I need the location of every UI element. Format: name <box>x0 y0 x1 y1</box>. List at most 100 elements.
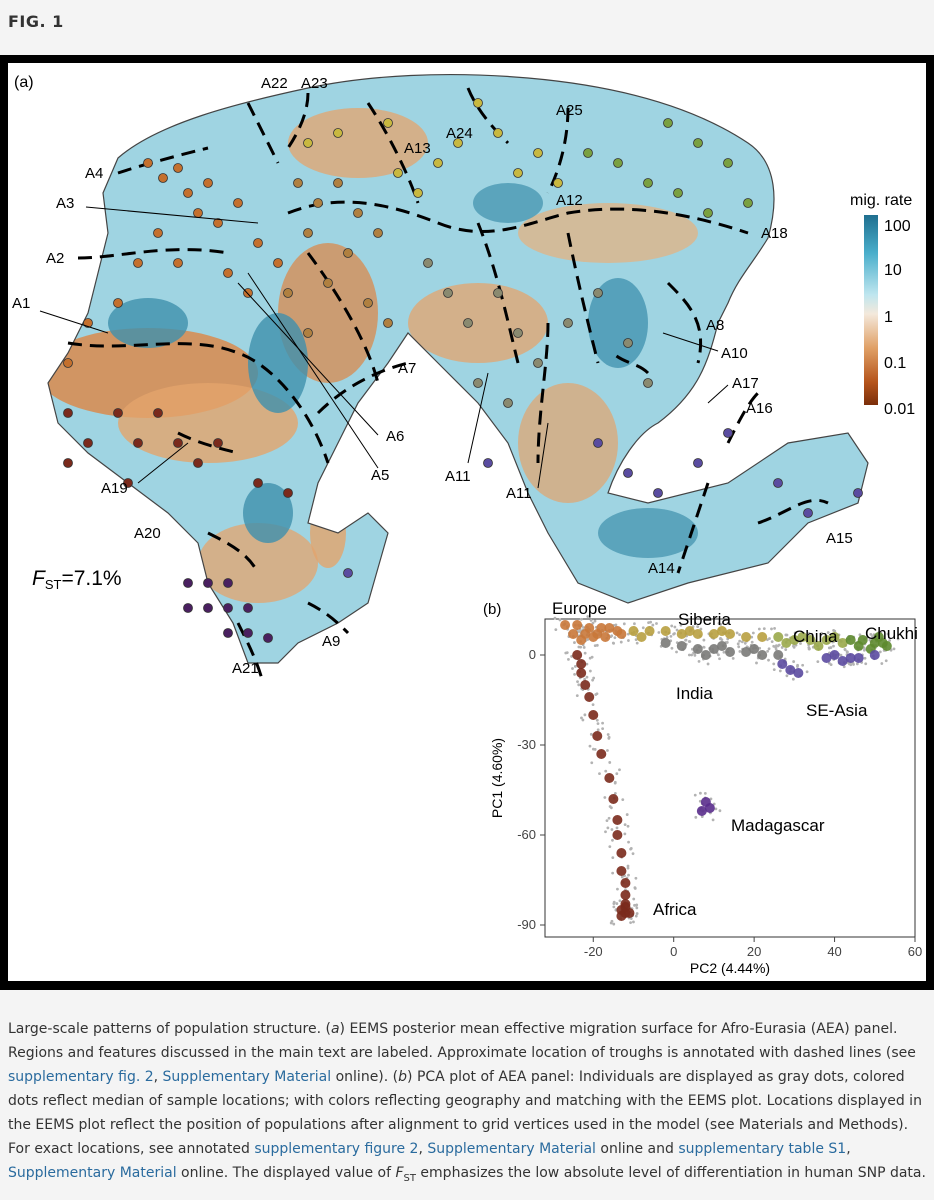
pca-individual-dot <box>634 876 638 880</box>
region-label: A6 <box>386 428 404 445</box>
pca-individual-dot <box>608 761 612 764</box>
pca-individual-dot <box>863 656 867 660</box>
pca-point-china <box>813 641 824 651</box>
pca-point-africa <box>616 848 627 858</box>
pca-point-se-asia <box>777 659 788 669</box>
eems-surface <box>47 73 869 664</box>
pca-y-ticks: 0 -30 -60 -90 <box>517 647 536 932</box>
panel-b-label: (b) <box>483 601 501 618</box>
pca-individual-dot <box>631 852 635 856</box>
supplementary-figure-2-link[interactable]: supplementary figure 2 <box>254 1141 419 1157</box>
region-label: A1 <box>12 295 30 312</box>
pca-point-siberia <box>716 626 727 636</box>
pca-annotation: India <box>676 684 713 703</box>
migration-patches <box>48 108 698 603</box>
pca-point-siberia <box>644 626 655 636</box>
supplementary-material-link[interactable]: Supplementary Material <box>162 1069 332 1085</box>
caption-subscript: ST <box>403 1172 416 1184</box>
pca-individual-dot <box>598 772 601 776</box>
pca-individual-dot <box>675 650 678 654</box>
pca-individual-dot <box>595 718 599 722</box>
pca-individual-dot <box>588 656 592 660</box>
pca-individual-dot <box>627 873 630 877</box>
caption-text: online and <box>595 1141 679 1157</box>
pca-individual-dot <box>615 826 619 830</box>
pca-individual-dot <box>573 672 576 676</box>
pca-individual-dot <box>612 900 616 904</box>
pca-individual-dot <box>613 791 617 795</box>
pca-individual-dot <box>772 644 776 648</box>
pca-individual-dot <box>767 658 770 662</box>
region-label: A7 <box>398 360 416 377</box>
pca-point-europe <box>616 629 627 639</box>
pca-individual-dot <box>618 899 622 903</box>
pca-individual-dot <box>605 819 609 823</box>
pca-annotation: SE-Asia <box>806 701 868 720</box>
region-label: A24 <box>446 125 473 142</box>
pca-individual-dot <box>670 624 674 628</box>
pca-individual-dot <box>649 620 653 624</box>
figure-frame: (a) <box>0 55 934 990</box>
pca-individual-dot <box>740 640 744 644</box>
supplementary-fig-2-link[interactable]: supplementary fig. 2 <box>8 1069 154 1085</box>
pca-individual-dot <box>583 677 587 681</box>
pca-point-siberia <box>660 626 671 636</box>
pca-individual-dot <box>633 886 637 890</box>
pca-individual-dot <box>684 638 688 642</box>
pca-individual-dot <box>585 675 589 679</box>
pca-individual-dot <box>611 641 615 645</box>
pca-individual-dot <box>558 618 562 622</box>
pca-point-india <box>708 644 719 654</box>
pca-individual-dot <box>633 903 636 907</box>
pca-annotation: Siberia <box>678 610 731 629</box>
pca-individual-dot <box>697 659 701 663</box>
pca-individual-dot <box>604 769 608 773</box>
pca-individual-dot <box>871 635 874 638</box>
region-label: A22 <box>261 75 288 92</box>
legend-tick: 0.1 <box>884 355 906 372</box>
pca-point-chukhi <box>853 641 864 651</box>
pca-individual-dot <box>847 662 851 666</box>
pca-individual-dot <box>880 662 884 665</box>
pca-individual-dot <box>579 645 583 649</box>
fst-annotation: FST=7.1% <box>32 567 122 592</box>
pca-individual-dot <box>757 627 761 631</box>
pca-point-china <box>829 632 840 642</box>
pca-point-india <box>692 644 703 654</box>
caption-text: ) PCA plot of AEA panel: Individuals are… <box>8 1069 922 1157</box>
pca-individual-dot <box>718 809 722 813</box>
caption-text: ) EEMS posterior mean effective migratio… <box>8 1021 916 1061</box>
pca-individual-dot <box>772 662 776 666</box>
figure-content: (a) <box>8 63 926 981</box>
region-label: A8 <box>706 317 724 334</box>
region-label: A2 <box>46 250 64 267</box>
pca-point-chukhi <box>881 641 892 651</box>
pca-individual-dot <box>785 674 789 678</box>
pca-x-ticks: -20 0 20 40 60 <box>584 944 922 959</box>
supplementary-table-s1-link[interactable]: supplementary table S1 <box>678 1141 847 1157</box>
pca-individual-dot <box>583 651 587 655</box>
pca-point-china <box>805 635 816 645</box>
pca-point-china <box>797 632 808 642</box>
pca-point-india <box>741 647 752 657</box>
pca-individual-dot <box>688 640 692 643</box>
pca-point-siberia <box>757 632 768 642</box>
panel-a-label: (a) <box>14 74 34 91</box>
pca-annotation: China <box>793 627 838 646</box>
pca-individual-dot <box>679 623 683 627</box>
region-labels: A22 A23 A4 A13 A24 A25 A3 A12 A18 A2 A1 … <box>12 75 853 677</box>
legend-tick: 0.01 <box>884 401 915 418</box>
pca-y-label: PC1 (4.60%) <box>489 738 505 818</box>
pca-individual-dot <box>607 735 611 739</box>
pca-individual-dot <box>816 660 820 664</box>
pca-point-se-asia <box>869 650 880 660</box>
supplementary-material-link[interactable]: Supplementary Material <box>427 1141 596 1157</box>
pca-individual-dot <box>665 635 669 639</box>
pca-point-china <box>781 638 792 648</box>
pca-individual-dot <box>594 693 598 696</box>
region-label: A23 <box>301 75 328 92</box>
supplementary-material-link[interactable]: Supplementary Material <box>8 1165 177 1181</box>
pca-individual-dot <box>657 631 661 634</box>
pca-individual-dot <box>717 653 720 657</box>
pca-individual-dot <box>634 638 638 642</box>
